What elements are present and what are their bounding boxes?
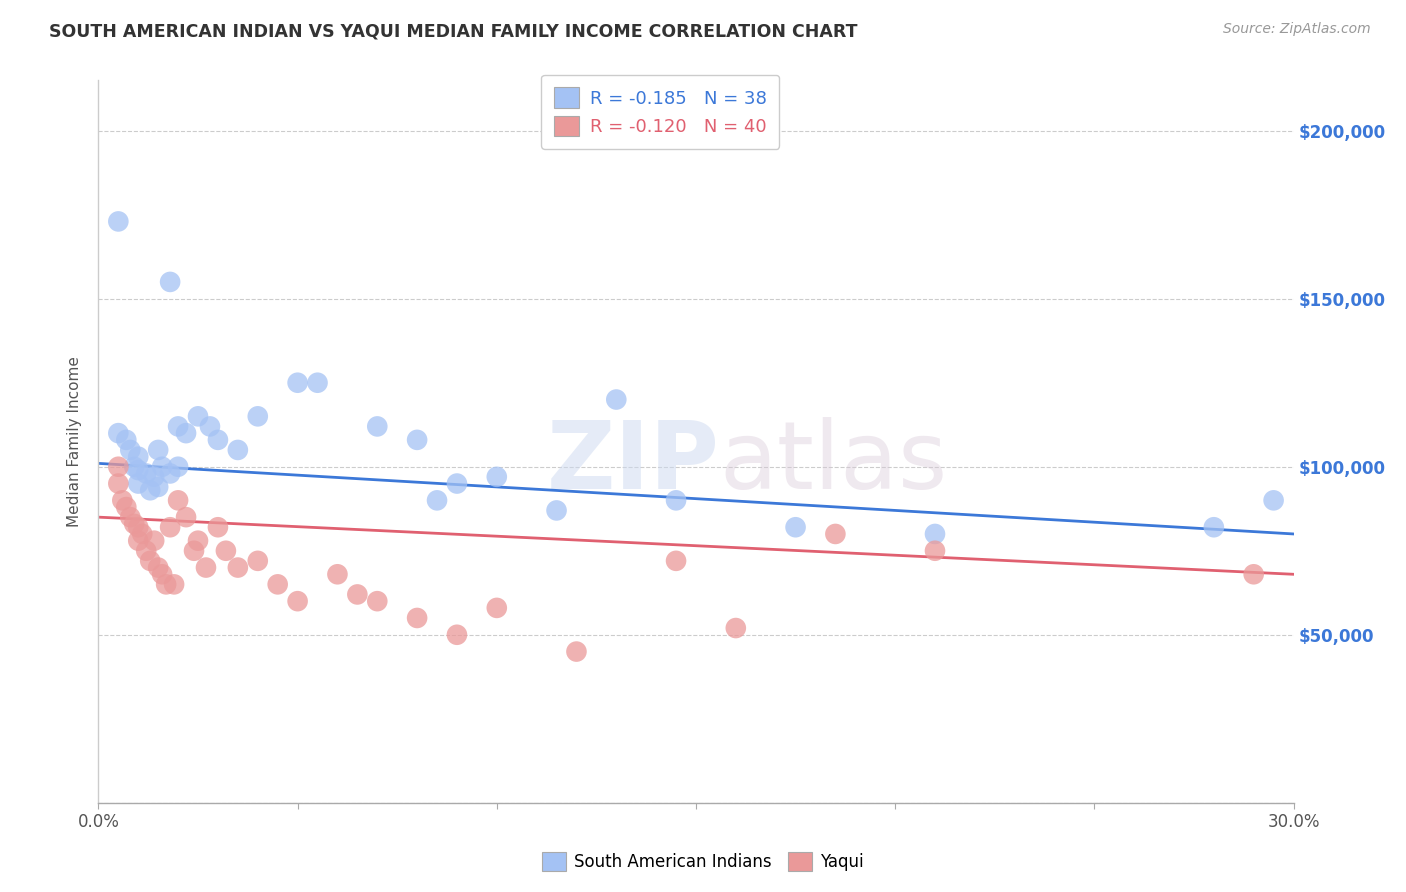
- Point: [924, 527, 946, 541]
- Point: [107, 426, 129, 441]
- Legend: R = -0.185   N = 38, R = -0.120   N = 40: R = -0.185 N = 38, R = -0.120 N = 40: [541, 75, 779, 149]
- Point: [143, 533, 166, 548]
- Text: Source: ZipAtlas.com: Source: ZipAtlas.com: [1223, 22, 1371, 37]
- Point: [346, 587, 368, 601]
- Point: [127, 533, 149, 548]
- Point: [326, 567, 349, 582]
- Point: [426, 493, 449, 508]
- Point: [135, 467, 157, 481]
- Point: [163, 577, 186, 591]
- Point: [1263, 493, 1285, 508]
- Point: [546, 503, 568, 517]
- Point: [124, 516, 146, 531]
- Text: atlas: atlas: [720, 417, 948, 509]
- Point: [446, 628, 468, 642]
- Point: [139, 483, 162, 498]
- Text: ZIP: ZIP: [547, 417, 720, 509]
- Point: [785, 520, 807, 534]
- Point: [226, 442, 249, 457]
- Y-axis label: Median Family Income: Median Family Income: [67, 356, 83, 527]
- Point: [195, 560, 218, 574]
- Point: [167, 459, 190, 474]
- Point: [406, 611, 429, 625]
- Point: [127, 463, 149, 477]
- Point: [120, 510, 142, 524]
- Point: [246, 409, 269, 424]
- Point: [127, 476, 149, 491]
- Point: [605, 392, 627, 407]
- Point: [131, 527, 153, 541]
- Point: [724, 621, 747, 635]
- Point: [287, 594, 309, 608]
- Point: [406, 433, 429, 447]
- Point: [485, 600, 508, 615]
- Point: [111, 493, 134, 508]
- Point: [226, 560, 249, 574]
- Point: [148, 442, 170, 457]
- Point: [924, 543, 946, 558]
- Point: [565, 644, 588, 658]
- Point: [1243, 567, 1265, 582]
- Point: [120, 442, 142, 457]
- Point: [174, 510, 197, 524]
- Point: [107, 214, 129, 228]
- Point: [107, 476, 129, 491]
- Point: [446, 476, 468, 491]
- Point: [366, 594, 388, 608]
- Point: [207, 520, 229, 534]
- Point: [183, 543, 205, 558]
- Point: [107, 459, 129, 474]
- Point: [1202, 520, 1225, 534]
- Point: [307, 376, 329, 390]
- Text: SOUTH AMERICAN INDIAN VS YAQUI MEDIAN FAMILY INCOME CORRELATION CHART: SOUTH AMERICAN INDIAN VS YAQUI MEDIAN FA…: [49, 22, 858, 40]
- Point: [115, 500, 138, 514]
- Point: [366, 419, 388, 434]
- Point: [159, 520, 181, 534]
- Point: [207, 433, 229, 447]
- Point: [174, 426, 197, 441]
- Point: [267, 577, 290, 591]
- Point: [187, 409, 209, 424]
- Point: [665, 554, 688, 568]
- Point: [167, 493, 190, 508]
- Point: [127, 520, 149, 534]
- Point: [155, 577, 177, 591]
- Point: [148, 480, 170, 494]
- Point: [246, 554, 269, 568]
- Point: [115, 433, 138, 447]
- Point: [139, 554, 162, 568]
- Point: [150, 459, 173, 474]
- Point: [824, 527, 846, 541]
- Legend: South American Indians, Yaqui: South American Indians, Yaqui: [534, 843, 872, 880]
- Point: [665, 493, 688, 508]
- Point: [187, 533, 209, 548]
- Point: [167, 419, 190, 434]
- Point: [135, 543, 157, 558]
- Point: [485, 470, 508, 484]
- Point: [198, 419, 221, 434]
- Point: [127, 450, 149, 464]
- Point: [150, 567, 173, 582]
- Point: [159, 275, 181, 289]
- Point: [148, 560, 170, 574]
- Point: [287, 376, 309, 390]
- Point: [124, 459, 146, 474]
- Point: [143, 470, 166, 484]
- Point: [159, 467, 181, 481]
- Point: [215, 543, 238, 558]
